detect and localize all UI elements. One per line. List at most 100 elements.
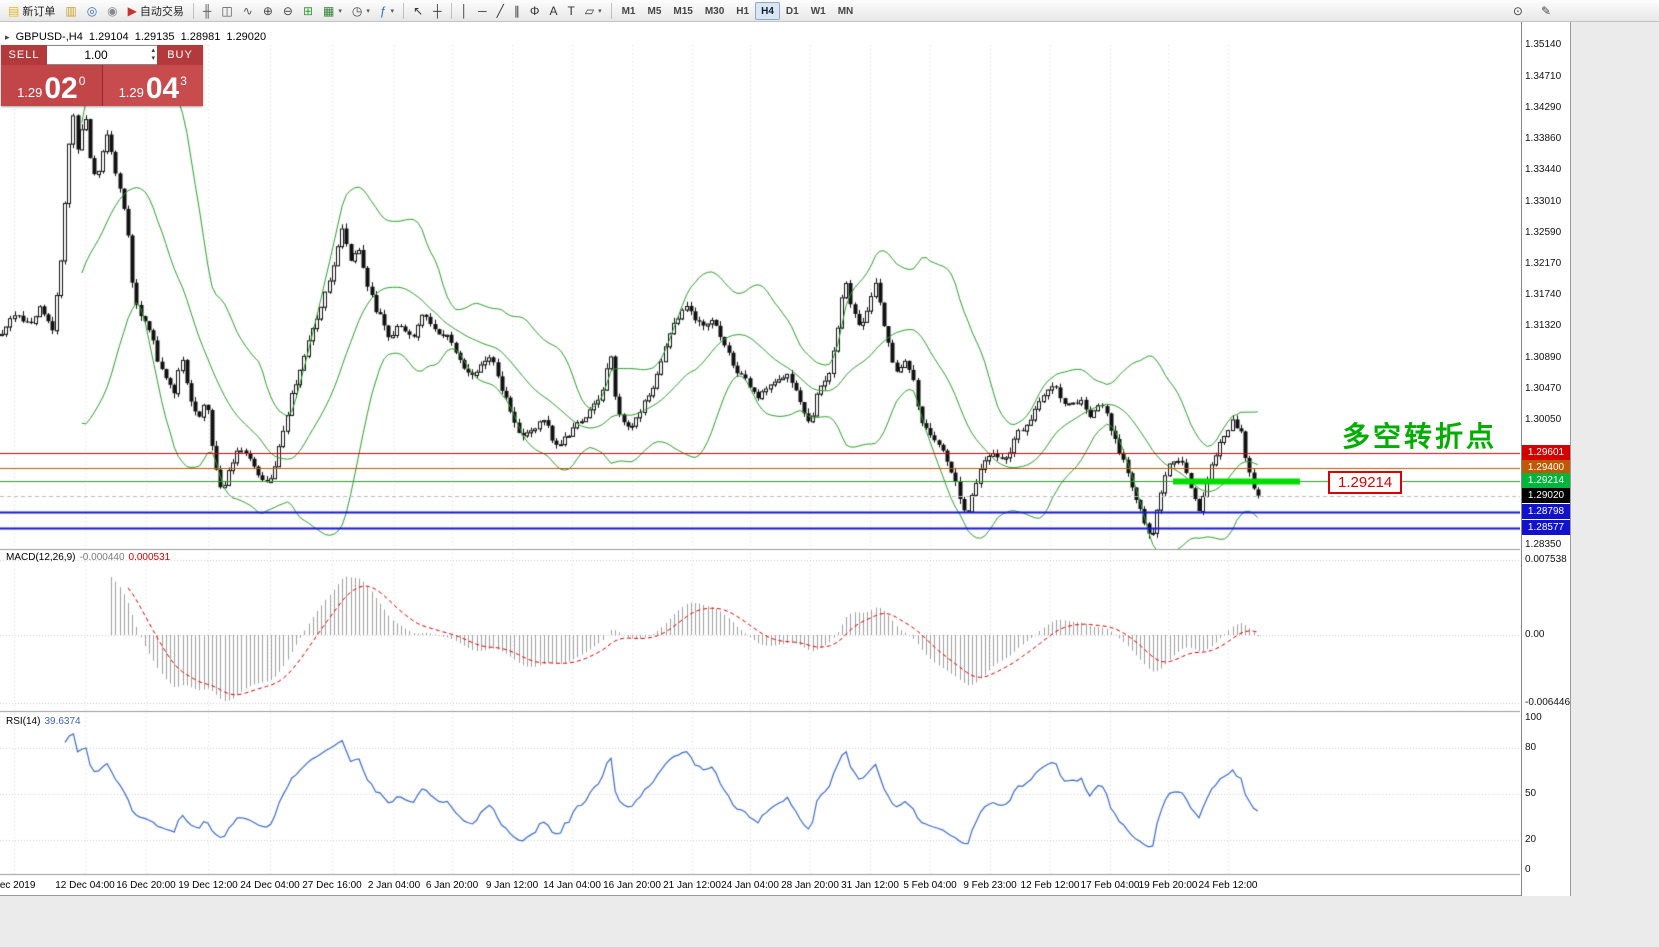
sell-price-base: 1.29: [17, 85, 43, 100]
shapes-tool-button[interactable]: ▱ ▾: [580, 1, 607, 20]
price-axis-label: 1.34290: [1525, 101, 1562, 113]
price-chart-canvas[interactable]: [0, 22, 1520, 895]
tile-windows-button-icon: ⊞: [302, 3, 313, 18]
autotrading-button[interactable]: ▶ 自动交易: [123, 1, 189, 20]
candlestick-chart-button[interactable]: ◫: [216, 1, 237, 20]
shapes-tool-button-caret-icon[interactable]: ▾: [598, 7, 602, 15]
timeframe-m30-button[interactable]: M30: [704, 5, 725, 17]
bar-chart-button-icon: ╫: [202, 3, 212, 18]
text-tool-button[interactable]: A: [544, 1, 562, 20]
main-toolbar: ▤ 新订单 ▥ ◎ ◉ ▶ 自动交易 ╫ ◫ ∿ ⊕ ⊖ ⊞ ▦ ▾ ◷ ▾ ƒ ▾ ↖ ┼ │ ─ ╱ ∥ Φ A T ▱ ▾ M1 M5…: [0, 0, 1659, 22]
volume-up-icon[interactable]: ▴: [151, 47, 155, 54]
quick-edit-button-icon: ✎: [1540, 3, 1551, 18]
time-tick-label: 9 Jan 12:00: [485, 880, 539, 891]
timeframe-d1-button[interactable]: D1: [785, 5, 799, 17]
price-callout-box[interactable]: 1.29214: [1328, 471, 1403, 494]
toolbar-separator: [403, 2, 405, 19]
timeframe-m1-button[interactable]: M1: [621, 5, 636, 17]
channel-tool-button[interactable]: ∥: [509, 1, 525, 20]
rsi-axis-label: 80: [1525, 742, 1537, 754]
timeframe-m15-button[interactable]: M15: [673, 5, 693, 17]
price-axis-label: 1.31740: [1525, 289, 1562, 301]
new-chart-button[interactable]: ▦ ▾: [318, 1, 347, 20]
toolbar-right-group: ⊙ ✎: [1508, 1, 1556, 20]
chart-marker-icon: ▸: [5, 32, 10, 42]
time-tick-label: 28 Jan 20:00: [781, 880, 839, 891]
new-order-button[interactable]: ▤ 新订单: [3, 1, 60, 20]
zoom-in-button[interactable]: ⊕: [258, 1, 278, 20]
signals-button[interactable]: ◉: [102, 1, 122, 20]
price-level-chip: 1.29400: [1522, 459, 1570, 475]
vertical-line-tool-button[interactable]: │: [456, 1, 474, 20]
rsi-axis-label: 100: [1525, 712, 1542, 723]
toolbar-buttons-group: ▤ 新订单 ▥ ◎ ◉ ▶ 自动交易 ╫ ◫ ∿ ⊕ ⊖ ⊞ ▦ ▾ ◷ ▾ ƒ ▾ ↖ ┼ │ ─ ╱ ∥ Φ A T ▱ ▾: [3, 0, 616, 22]
price-axis[interactable]: 1.35140 1.34710 1.34290 1.33860 1.33440 1.330…: [1521, 22, 1570, 896]
time-tick-label: 31 Jan 12:00: [841, 880, 899, 891]
fibonacci-tool-button[interactable]: Φ: [525, 1, 545, 20]
trendline-tool-button[interactable]: ╱: [492, 1, 509, 20]
quick-edit-button[interactable]: ✎: [1536, 1, 1556, 20]
search-button-icon: ⊙: [1512, 3, 1523, 18]
tile-windows-button[interactable]: ⊞: [298, 1, 318, 20]
cursor-tool-button-icon: ↖: [413, 3, 424, 18]
chart-window: ▸ GBPUSD-,H4 1.29104 1.29135 1.28981 1.2…: [0, 22, 1571, 896]
price-level-chip: 1.29601: [1522, 444, 1570, 460]
buy-price-base: 1.29: [118, 85, 144, 100]
price-axis-label: 1.33860: [1525, 133, 1562, 145]
timeframe-m5-button[interactable]: M5: [647, 5, 662, 17]
price-axis-label: 1.33440: [1525, 164, 1562, 176]
bar-chart-button[interactable]: ╫: [198, 1, 217, 20]
zoom-out-button-icon: ⊖: [282, 3, 293, 18]
time-tick-label: 2 Jan 04:00: [367, 880, 421, 891]
zoom-in-button-icon: ⊕: [262, 3, 273, 18]
volume-down-icon[interactable]: ▾: [151, 55, 155, 62]
timeframe-h1-button[interactable]: H1: [736, 5, 750, 17]
close-value: 1.29020: [226, 31, 267, 43]
price-axis-label: 1.32590: [1525, 226, 1562, 238]
time-tick-label: 24 Feb 12:00: [1198, 880, 1258, 891]
indicator-list-button[interactable]: ƒ ▾: [375, 1, 399, 20]
cursor-tool-button[interactable]: ↖: [408, 1, 428, 20]
rsi-axis-label: 20: [1525, 833, 1537, 845]
timeframe-h4-button[interactable]: H4: [755, 1, 780, 20]
price-axis-label: 1.33010: [1525, 195, 1562, 207]
zoom-out-button[interactable]: ⊖: [278, 1, 298, 20]
buy-price[interactable]: 1.29 04 3: [101, 65, 203, 106]
buy-button[interactable]: BUY: [157, 45, 203, 65]
indicator-list-button-caret-icon[interactable]: ▾: [390, 7, 395, 15]
vertical-line-tool-button-icon: │: [460, 3, 469, 18]
profiles-button[interactable]: ◎: [82, 1, 102, 20]
time-tick-label: 14 Jan 04:00: [543, 880, 601, 891]
line-chart-button[interactable]: ∿: [238, 1, 258, 20]
crosshair-tool-button[interactable]: ┼: [428, 1, 447, 20]
macd-axis-label: 0.00: [1525, 629, 1545, 640]
chart-window-button[interactable]: ▥: [60, 1, 81, 20]
new-order-button-label: 新订单: [22, 5, 56, 18]
price-axis-label: 1.28350: [1525, 538, 1562, 550]
macd-main-value: -0.000440: [79, 552, 125, 563]
macd-indicator-label: MACD(12,26,9) -0.000440 0.000531: [6, 552, 170, 563]
period-selector-button[interactable]: ◷ ▾: [347, 1, 375, 20]
time-tick-label: 17 Feb 04:00: [1080, 880, 1140, 891]
text-tool-button-icon: A: [549, 3, 558, 18]
period-selector-button-caret-icon[interactable]: ▾: [366, 7, 370, 15]
search-button[interactable]: ⊙: [1508, 1, 1528, 20]
quote-bar: ▸ GBPUSD-,H4 1.29104 1.29135 1.28981 1.2…: [5, 31, 269, 43]
price-axis-label: 1.35140: [1525, 38, 1562, 50]
time-tick-label: 6 Jan 20:00: [425, 880, 479, 891]
sell-button[interactable]: SELL: [1, 45, 47, 65]
turning-point-annotation[interactable]: 多空转折点: [1342, 421, 1498, 452]
macd-axis-label: -0.006446: [1525, 697, 1571, 708]
volume-input[interactable]: [47, 46, 157, 64]
timeframe-group: M1 M5 M15 M30 H1 H4 D1 W1 MN: [616, 0, 860, 22]
time-tick-label: 24 Jan 04:00: [721, 880, 779, 891]
time-tick-label: 19 Feb 20:00: [1138, 880, 1198, 891]
timeframe-mn-button[interactable]: MN: [837, 5, 854, 17]
timeframe-w1-button[interactable]: W1: [810, 5, 826, 17]
sell-price[interactable]: 1.29 02 0: [1, 65, 102, 106]
macd-signal-value: 0.000531: [128, 552, 171, 563]
horizontal-line-tool-button[interactable]: ─: [473, 1, 492, 20]
new-chart-button-caret-icon[interactable]: ▾: [338, 7, 342, 15]
label-tool-button[interactable]: T: [562, 1, 579, 20]
sell-price-pips: 02: [44, 72, 78, 105]
